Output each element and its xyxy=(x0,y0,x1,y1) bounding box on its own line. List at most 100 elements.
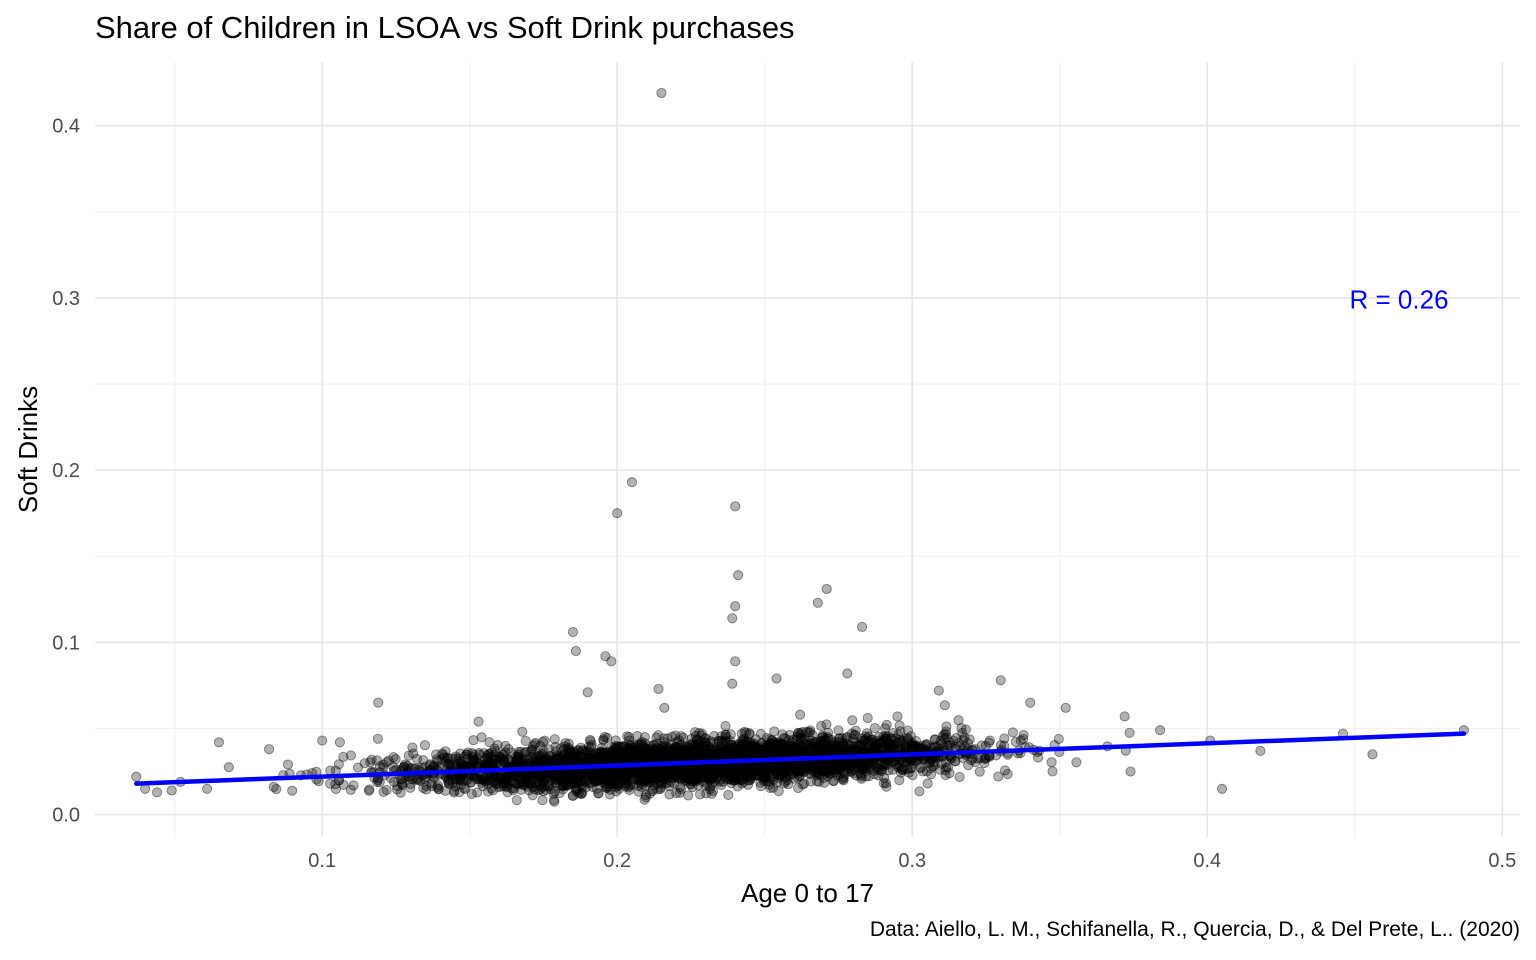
data-point xyxy=(584,778,595,789)
data-point xyxy=(675,745,686,756)
data-point xyxy=(656,773,668,784)
data-point xyxy=(489,743,500,754)
data-point xyxy=(838,775,849,786)
data-point xyxy=(869,765,880,776)
data-point xyxy=(398,762,409,773)
data-point xyxy=(373,697,384,708)
data-point xyxy=(626,477,638,488)
data-point xyxy=(962,738,973,749)
data-point xyxy=(395,787,406,798)
data-point xyxy=(365,757,376,768)
data-point xyxy=(545,755,556,766)
data-point xyxy=(945,740,956,751)
data-point xyxy=(476,732,487,743)
data-point xyxy=(363,785,374,796)
data-point xyxy=(451,753,462,764)
data-point xyxy=(586,739,597,750)
data-point xyxy=(733,570,744,581)
data-point xyxy=(568,774,579,785)
data-point xyxy=(637,746,649,757)
x-tick-label: 0.2 xyxy=(603,850,631,872)
data-point xyxy=(548,795,559,806)
data-point xyxy=(517,726,528,737)
data-point xyxy=(567,790,578,801)
data-point xyxy=(706,749,717,760)
data-point xyxy=(743,779,754,790)
data-point xyxy=(419,740,431,751)
data-point xyxy=(533,755,544,766)
data-point xyxy=(720,721,731,732)
data-point xyxy=(856,769,867,780)
data-point xyxy=(552,772,563,783)
data-point xyxy=(936,758,947,769)
data-point xyxy=(915,762,926,773)
data-point xyxy=(405,782,416,793)
data-point xyxy=(610,772,621,783)
grid xyxy=(95,62,1520,837)
data-point xyxy=(893,762,904,773)
data-point xyxy=(723,789,734,800)
data-point xyxy=(1216,783,1228,794)
data-point xyxy=(854,740,865,751)
data-point xyxy=(750,734,761,745)
data-point xyxy=(636,746,647,758)
data-point xyxy=(957,727,968,739)
data-point xyxy=(856,761,867,772)
data-point xyxy=(537,777,548,788)
data-point xyxy=(568,778,579,789)
data-point xyxy=(567,753,578,764)
data-point xyxy=(1007,727,1018,738)
data-point xyxy=(478,774,489,785)
y-tick-label: 0.0 xyxy=(52,805,80,827)
data-point xyxy=(799,746,810,757)
data-point xyxy=(602,732,613,743)
data-point xyxy=(803,743,814,754)
x-tick-label: 0.4 xyxy=(1193,850,1221,872)
data-point xyxy=(466,788,477,799)
data-point xyxy=(864,738,875,749)
data-point xyxy=(1155,725,1166,736)
data-point xyxy=(753,765,764,776)
data-point xyxy=(611,750,622,761)
data-point xyxy=(894,736,905,747)
data-point xyxy=(751,770,762,781)
data-point xyxy=(597,749,608,760)
data-point xyxy=(888,739,900,750)
correlation-annotation: R = 0.26 xyxy=(1350,285,1449,315)
data-point xyxy=(884,740,895,751)
data-point xyxy=(413,774,424,785)
data-point xyxy=(676,748,688,759)
data-point xyxy=(793,727,804,738)
data-point xyxy=(630,751,641,762)
data-point xyxy=(590,776,601,787)
data-point xyxy=(611,743,622,754)
data-point xyxy=(709,766,720,777)
data-point xyxy=(415,775,426,786)
data-point xyxy=(590,775,601,786)
data-point xyxy=(583,752,594,763)
data-point xyxy=(822,742,833,754)
data-point xyxy=(664,789,675,800)
data-point xyxy=(542,754,553,765)
data-point xyxy=(223,762,234,773)
data-point xyxy=(585,753,596,764)
data-point xyxy=(708,766,719,777)
data-point xyxy=(658,749,669,760)
data-point xyxy=(440,785,451,796)
data-point xyxy=(747,765,758,776)
data-point xyxy=(590,752,601,763)
data-point xyxy=(805,761,816,772)
data-point xyxy=(494,774,505,785)
data-point xyxy=(1367,749,1378,760)
data-point xyxy=(598,769,610,780)
data-point xyxy=(525,778,536,789)
data-point xyxy=(503,754,514,766)
data-point xyxy=(755,770,766,781)
data-point xyxy=(869,723,880,734)
data-point xyxy=(730,601,741,612)
data-point xyxy=(640,742,651,753)
data-source-caption: Data: Aiello, L. M., Schifanella, R., Qu… xyxy=(869,918,1520,941)
data-point xyxy=(789,743,800,754)
data-point xyxy=(777,745,789,756)
data-point xyxy=(598,753,609,764)
